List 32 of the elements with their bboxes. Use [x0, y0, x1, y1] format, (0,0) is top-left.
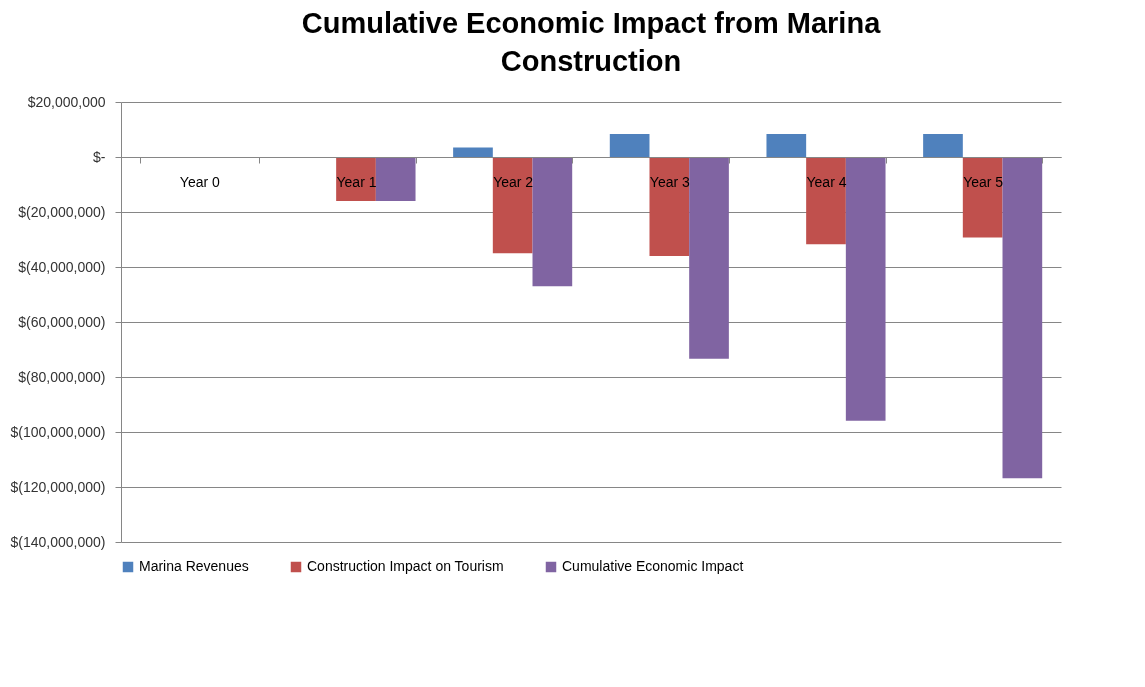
- x-tick-label: Year 2: [493, 173, 534, 190]
- bar: [532, 157, 573, 287]
- bar: [806, 157, 846, 245]
- y-tick-label: $(140,000,000): [10, 533, 106, 550]
- bar: [962, 157, 1003, 238]
- bar: [492, 157, 533, 254]
- x-tick-label: Year 5: [963, 173, 1004, 190]
- bar: [689, 157, 729, 359]
- y-tick-label: $(40,000,000): [18, 258, 106, 275]
- legend-label: Cumulative Economic Impact: [562, 558, 744, 574]
- x-tick-label: Year 1: [336, 173, 377, 190]
- y-tick-label: $(20,000,000): [18, 203, 106, 220]
- bar: [923, 133, 963, 157]
- bar: [1002, 157, 1043, 479]
- x-tick-label: Year 4: [806, 173, 847, 190]
- chart-title: Cumulative Economic Impact from Marina Construction: [301, 7, 882, 77]
- y-tick-label: $(120,000,000): [10, 478, 106, 495]
- y-tick-label: $(100,000,000): [10, 423, 106, 440]
- legend-label: Marina Revenues: [139, 558, 249, 574]
- bar: [845, 157, 886, 421]
- x-tick-label: Year 0: [179, 173, 221, 190]
- y-tick-label: $(60,000,000): [18, 313, 106, 330]
- bar: [609, 133, 650, 157]
- bar: [453, 147, 493, 157]
- y-tick-label: $-: [93, 148, 106, 165]
- x-tick-label: Year 3: [649, 173, 691, 190]
- y-tick-label: $(80,000,000): [18, 368, 106, 385]
- bar: [649, 157, 690, 256]
- y-tick-label: $20,000,000: [27, 93, 106, 110]
- legend-label: Construction Impact on Tourism: [307, 558, 504, 574]
- bar: [375, 157, 416, 201]
- bar: [766, 133, 807, 157]
